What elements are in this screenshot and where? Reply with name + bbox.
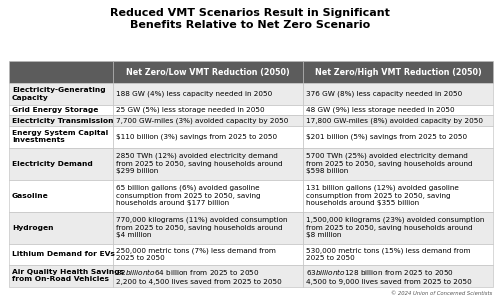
Bar — [303, 116, 493, 126]
Text: 188 GW (4%) less capacity needed in 2050: 188 GW (4%) less capacity needed in 2050 — [116, 91, 272, 97]
Text: Air Quality Health Savings
from On-Road Vehicles: Air Quality Health Savings from On-Road … — [12, 269, 124, 282]
Text: Electricity-Generating
Capacity: Electricity-Generating Capacity — [12, 88, 106, 101]
Text: Net Zero/High VMT Reduction (2050): Net Zero/High VMT Reduction (2050) — [314, 68, 482, 77]
Bar — [9, 180, 113, 212]
Text: $110 billion (3%) savings from 2025 to 2050: $110 billion (3%) savings from 2025 to 2… — [116, 134, 277, 140]
Bar — [113, 244, 303, 265]
Text: Electricity Transmission: Electricity Transmission — [12, 118, 114, 124]
Bar — [113, 126, 303, 148]
Bar — [303, 212, 493, 244]
Text: 25 GW (5%) less storage needed in 2050: 25 GW (5%) less storage needed in 2050 — [116, 107, 264, 113]
Text: 376 GW (8%) less capacity needed in 2050: 376 GW (8%) less capacity needed in 2050 — [306, 91, 462, 97]
Bar — [9, 105, 113, 116]
Text: $201 billion (5%) savings from 2025 to 2050: $201 billion (5%) savings from 2025 to 2… — [306, 134, 467, 140]
Bar — [9, 116, 113, 126]
Text: Gasoline: Gasoline — [12, 193, 49, 199]
Text: Lithium Demand for EVs: Lithium Demand for EVs — [12, 251, 115, 257]
Text: 7,700 GW-miles (3%) avoided capacity by 2050: 7,700 GW-miles (3%) avoided capacity by … — [116, 118, 288, 124]
Bar — [303, 105, 493, 116]
Bar — [9, 265, 113, 286]
Bar — [9, 212, 113, 244]
Text: 48 GW (9%) less storage needed in 2050: 48 GW (9%) less storage needed in 2050 — [306, 107, 454, 113]
Bar — [303, 83, 493, 105]
Bar — [9, 61, 113, 83]
Bar — [303, 244, 493, 265]
Text: 17,800 GW-miles (8%) avoided capacity by 2050: 17,800 GW-miles (8%) avoided capacity by… — [306, 118, 483, 124]
Text: 250,000 metric tons (7%) less demand from
2025 to 2050: 250,000 metric tons (7%) less demand fro… — [116, 248, 276, 261]
Text: 530,000 metric tons (15%) less demand from
2025 to 2050: 530,000 metric tons (15%) less demand fr… — [306, 248, 470, 261]
Bar — [113, 83, 303, 105]
Bar — [303, 265, 493, 286]
Text: Electricity Demand: Electricity Demand — [12, 160, 93, 166]
Bar — [303, 126, 493, 148]
Text: 5700 TWh (25%) avoided electricity demand
from 2025 to 2050, saving households a: 5700 TWh (25%) avoided electricity deman… — [306, 153, 472, 174]
Bar — [113, 212, 303, 244]
Text: $63 billion to $128 billion from 2025 to 2050
4,500 to 9,000 lives saved from 20: $63 billion to $128 billion from 2025 to… — [306, 267, 472, 285]
Text: Reduced VMT Scenarios Result in Significant
Benefits Relative to Net Zero Scenar: Reduced VMT Scenarios Result in Signific… — [110, 8, 390, 30]
Bar — [303, 180, 493, 212]
Text: $32 billion to $64 billion from 2025 to 2050
2,200 to 4,500 lives saved from 202: $32 billion to $64 billion from 2025 to … — [116, 267, 282, 285]
Bar — [303, 148, 493, 180]
Text: 131 billion gallons (12%) avoided gasoline
consumption from 2025 to 2050, saving: 131 billion gallons (12%) avoided gasoli… — [306, 185, 459, 206]
Text: 770,000 kilograms (11%) avoided consumption
from 2025 to 2050, saving households: 770,000 kilograms (11%) avoided consumpt… — [116, 217, 288, 239]
Bar — [113, 116, 303, 126]
Bar — [113, 265, 303, 286]
Text: Hydrogen: Hydrogen — [12, 225, 53, 231]
Bar — [9, 244, 113, 265]
Text: 65 billion gallons (6%) avoided gasoline
consumption from 2025 to 2050, saving
h: 65 billion gallons (6%) avoided gasoline… — [116, 185, 260, 206]
Bar — [113, 148, 303, 180]
Bar — [113, 61, 303, 83]
Bar — [303, 61, 493, 83]
Text: Energy System Capital
Investments: Energy System Capital Investments — [12, 130, 108, 143]
Bar — [9, 126, 113, 148]
Bar — [113, 105, 303, 116]
Bar — [113, 180, 303, 212]
Text: Grid Energy Storage: Grid Energy Storage — [12, 107, 99, 113]
Text: Net Zero/Low VMT Reduction (2050): Net Zero/Low VMT Reduction (2050) — [126, 68, 290, 77]
Text: © 2024 Union of Concerned Scientists: © 2024 Union of Concerned Scientists — [391, 291, 492, 296]
Bar — [9, 83, 113, 105]
Text: 1,500,000 kilograms (23%) avoided consumption
from 2025 to 2050, saving househol: 1,500,000 kilograms (23%) avoided consum… — [306, 217, 484, 239]
Bar — [9, 148, 113, 180]
Text: 2850 TWh (12%) avoided electricity demand
from 2025 to 2050, saving households a: 2850 TWh (12%) avoided electricity deman… — [116, 153, 282, 174]
